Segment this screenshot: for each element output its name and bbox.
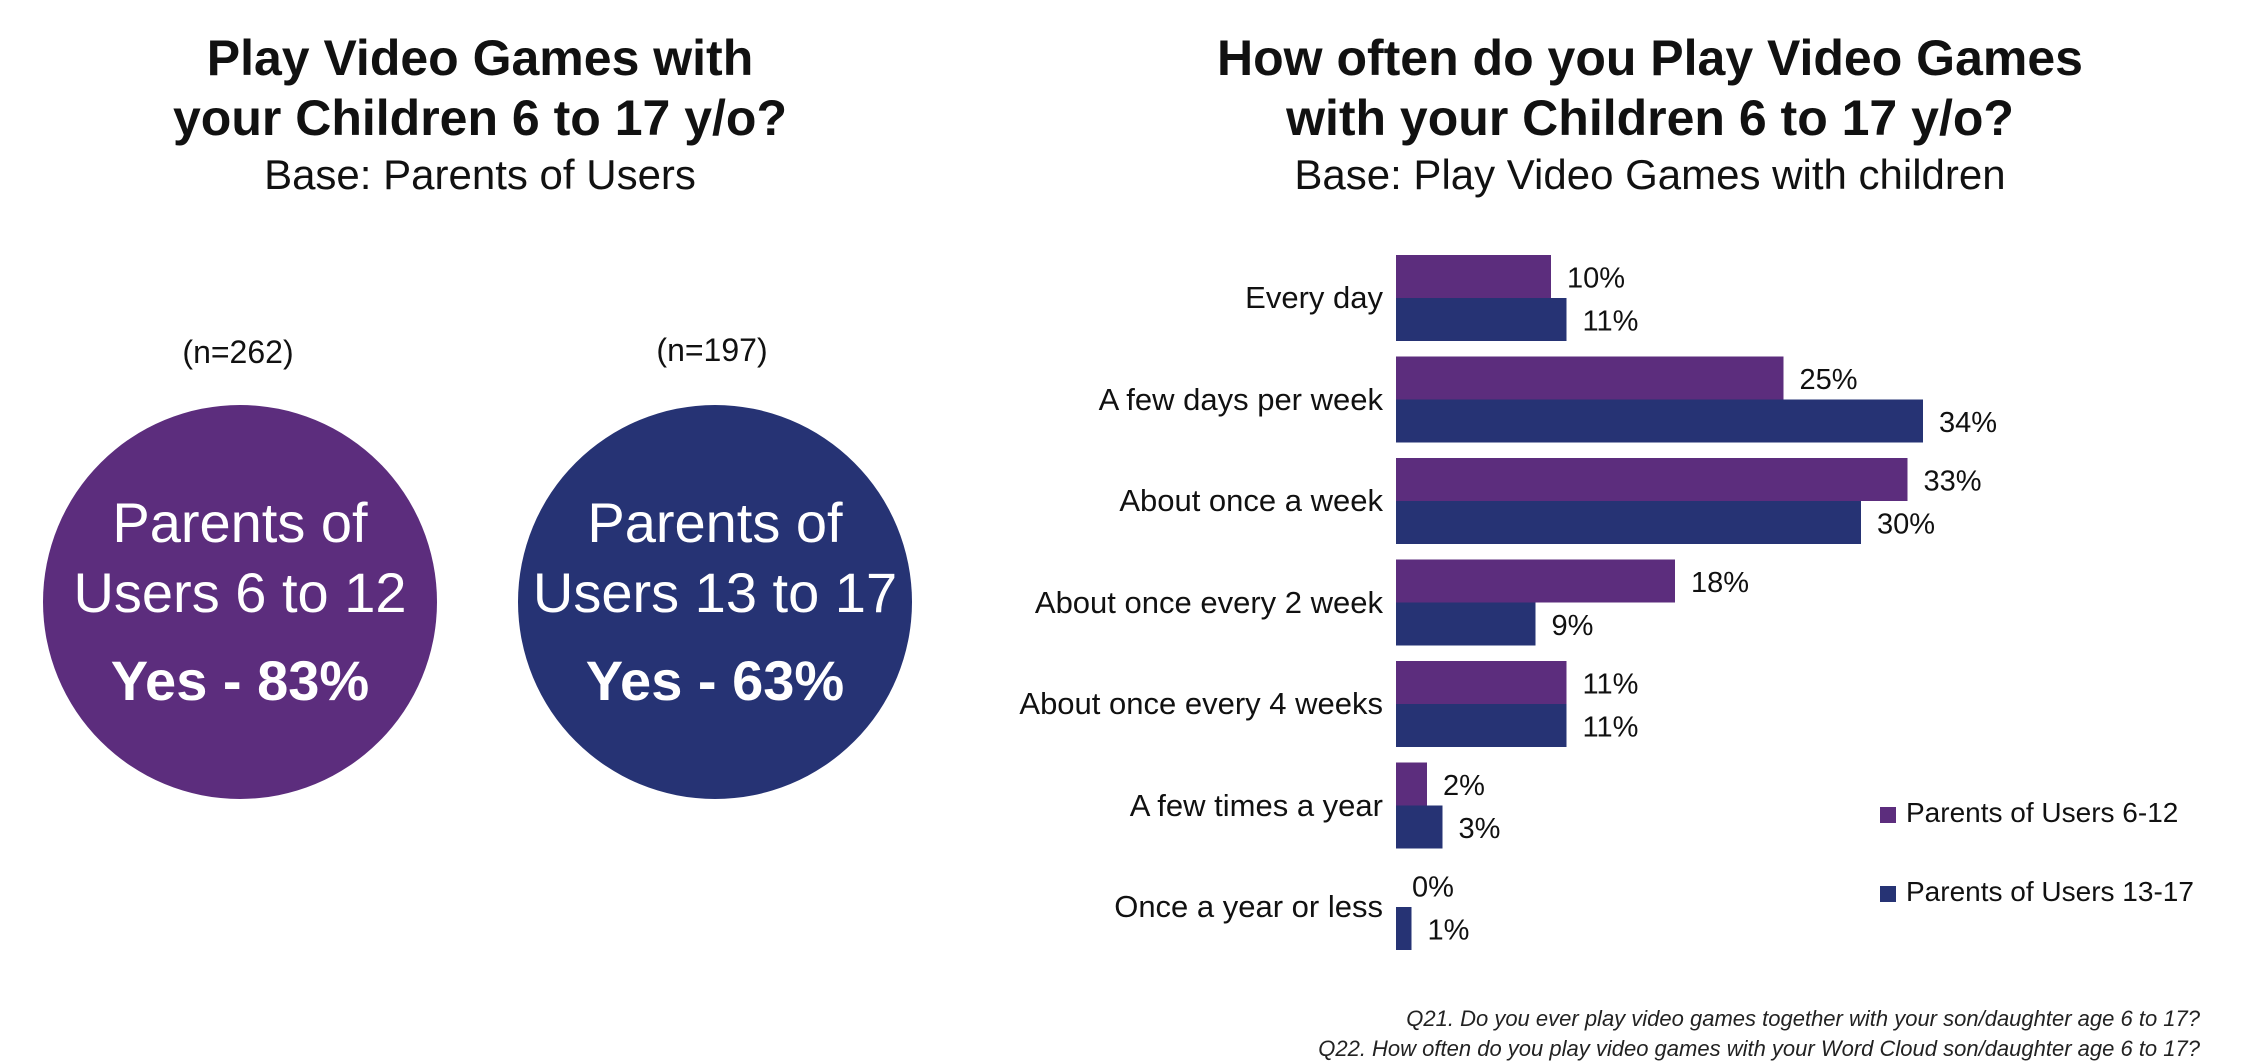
footnote-q21: Q21. Do you ever play video games togeth… [1406,1006,2200,1031]
legend-label-parents-6-12: Parents of Users 6-12 [1906,797,2179,828]
bar-parents-6-12 [1396,762,1427,806]
bar-data-label: 25% [1800,364,1858,396]
bar-parents-13-17 [1396,805,1443,849]
legend-item-parents-13-17: Parents of Users 13-17 [1880,874,2194,910]
footnote-q22: Q22. How often do you play video games w… [1318,1036,2200,1061]
legend-item-parents-6-12: Parents of Users 6-12 [1880,795,2178,831]
bar-data-label: 0% [1412,872,1454,904]
bar-data-label: 11% [1583,712,1639,744]
circle-1-result: Yes - 83% [110,649,370,712]
circle-2-line1: Parents of [587,491,843,554]
circle-1-line2: Users 6 to 12 [73,561,407,624]
chart-subtitle: Base: Play Video Games with children [1294,151,2006,198]
bar-data-label: 11% [1583,669,1639,701]
circle-1-line1: Parents of [112,491,368,554]
chart-title: How often do you Play Video Games with y… [1100,28,2200,148]
bar-parents-13-17 [1396,704,1567,747]
bar-parents-13-17 [1396,399,1923,443]
bar-data-label: 3% [1459,813,1501,845]
category-label: About once every 2 week [1034,584,1383,620]
circle-2-n-label: (n=197) [656,332,768,368]
bar-parents-6-12 [1396,559,1675,603]
bar-data-label: 34% [1939,407,1997,439]
bar-data-label: 18% [1691,567,1749,599]
bar-parents-6-12 [1396,458,1908,501]
legend-label-parents-13-17: Parents of Users 13-17 [1906,876,2194,907]
legend-swatch-purple [1880,806,1896,823]
bar-parents-13-17 [1396,907,1412,950]
bar-data-label: 2% [1443,770,1485,802]
circle-parents-13-17: Parents of Users 13 to 17 Yes - 63% [518,405,912,799]
bar-parents-6-12 [1396,661,1567,704]
circle-1-n-label: (n=262) [182,334,294,370]
category-label: Once a year or less [1114,889,1383,924]
left-title-line2: your Children 6 to 17 y/o? [173,90,787,146]
category-labels: Every day A few days per week About once a… [900,0,1383,1000]
bar-parents-6-12 [1396,356,1784,400]
left-subtitle: Base: Parents of Users [264,151,696,198]
bar-parents-13-17 [1396,501,1861,544]
category-label: About once every 4 weeks [1019,686,1383,721]
circle-2-line2: Users 13 to 17 [532,561,898,624]
bar-data-label: 9% [1552,610,1594,642]
category-label: A few days per week [1098,381,1383,417]
left-title: Play Video Games with your Children 6 to… [60,28,900,148]
bar-parents-6-12 [1396,255,1551,298]
bar-data-label: 11% [1583,306,1639,338]
chart-title-line1: How often do you Play Video Games [1217,30,2083,86]
chart-title-line2: with your Children 6 to 17 y/o? [1286,90,2014,146]
category-label: About once a week [1119,483,1383,518]
bar-parents-13-17 [1396,602,1536,646]
footnotes: Q21. Do you ever play video games togeth… [1000,1004,2200,1064]
legend-swatch-navy [1880,885,1896,902]
bar-data-label: 33% [1924,466,1982,498]
circle-parents-6-12: Parents of Users 6 to 12 Yes - 83% [43,405,437,799]
left-title-line1: Play Video Games with [206,30,754,86]
bar-data-label: 30% [1877,509,1935,541]
bar-data-label: 10% [1567,263,1625,295]
circle-2-result: Yes - 63% [585,649,845,712]
category-label: A few times a year [1129,787,1383,823]
bar-data-label: 1% [1428,915,1470,947]
category-label: Every day [1245,280,1383,315]
bar-parents-13-17 [1396,298,1567,341]
